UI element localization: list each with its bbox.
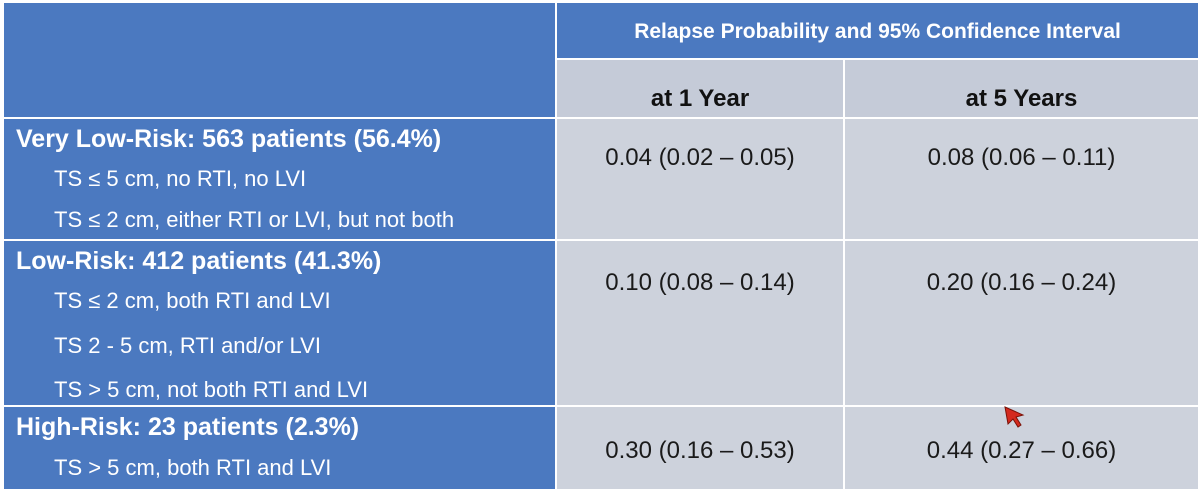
value-1-year: 0.04 (0.02 – 0.05) [605, 144, 795, 171]
col-header-5-years: at 5 Years [842, 58, 1200, 119]
table-row: Low-Risk: 412 patients (41.3%) TS ≤ 2 cm… [2, 239, 1200, 407]
col-header-1-year-label: at 1 Year [650, 85, 750, 112]
value-1-year: 0.10 (0.08 – 0.14) [605, 269, 795, 296]
risk-group-cell-low: Low-Risk: 412 patients (41.3%) TS ≤ 2 cm… [2, 239, 557, 407]
value-cell-5-years: 0.20 (0.16 – 0.24) [842, 239, 1200, 407]
value-5-years: 0.44 (0.27 – 0.66) [926, 437, 1117, 464]
risk-criterion: TS ≤ 2 cm, either RTI or LVI, but not bo… [54, 207, 455, 232]
value-cell-1-year: 0.10 (0.08 – 0.14) [555, 239, 845, 407]
header-row: Relapse Probability and 95% Confidence I… [2, 1, 1200, 119]
table-row: High-Risk: 23 patients (2.3%) TS > 5 cm,… [2, 405, 1200, 491]
risk-group-cell-very-low: Very Low-Risk: 563 patients (56.4%) TS ≤… [2, 117, 557, 241]
risk-criterion: TS 2 - 5 cm, RTI and/or LVI [54, 333, 321, 358]
col-header-1-year: at 1 Year [555, 58, 845, 119]
risk-criterion: TS > 5 cm, both RTI and LVI [54, 455, 332, 480]
risk-group-title: High-Risk: 23 patients (2.3%) [16, 413, 360, 441]
corner-header-cell [2, 1, 557, 119]
risk-criterion: TS ≤ 5 cm, no RTI, no LVI [54, 166, 307, 191]
value-cell-1-year: 0.30 (0.16 – 0.53) [555, 405, 845, 491]
value-5-years: 0.08 (0.06 – 0.11) [927, 144, 1116, 171]
value-1-year: 0.30 (0.16 – 0.53) [605, 437, 795, 464]
col-header-5-years-label: at 5 Years [965, 85, 1078, 112]
relapse-header-cell: Relapse Probability and 95% Confidence I… [554, 1, 1200, 60]
mouse-pointer-icon [1004, 406, 1025, 428]
value-cell-1-year: 0.04 (0.02 – 0.05) [555, 117, 845, 241]
value-cell-5-years: 0.44 (0.27 – 0.66) [842, 405, 1200, 491]
risk-criterion: TS > 5 cm, not both RTI and LVI [54, 377, 369, 402]
table-row: Very Low-Risk: 563 patients (56.4%) TS ≤… [2, 117, 1200, 241]
value-cell-5-years: 0.08 (0.06 – 0.11) [842, 117, 1200, 241]
risk-group-cell-high: High-Risk: 23 patients (2.3%) TS > 5 cm,… [2, 405, 557, 491]
value-5-years: 0.20 (0.16 – 0.24) [926, 269, 1117, 296]
risk-group-title: Low-Risk: 412 patients (41.3%) [16, 247, 382, 275]
risk-criterion: TS ≤ 2 cm, both RTI and LVI [54, 288, 331, 313]
relapse-header-label: Relapse Probability and 95% Confidence I… [634, 19, 1121, 43]
subheader-row: at 1 Year at 5 Years [3, 58, 1200, 119]
risk-group-title: Very Low-Risk: 563 patients (56.4%) [16, 125, 442, 153]
